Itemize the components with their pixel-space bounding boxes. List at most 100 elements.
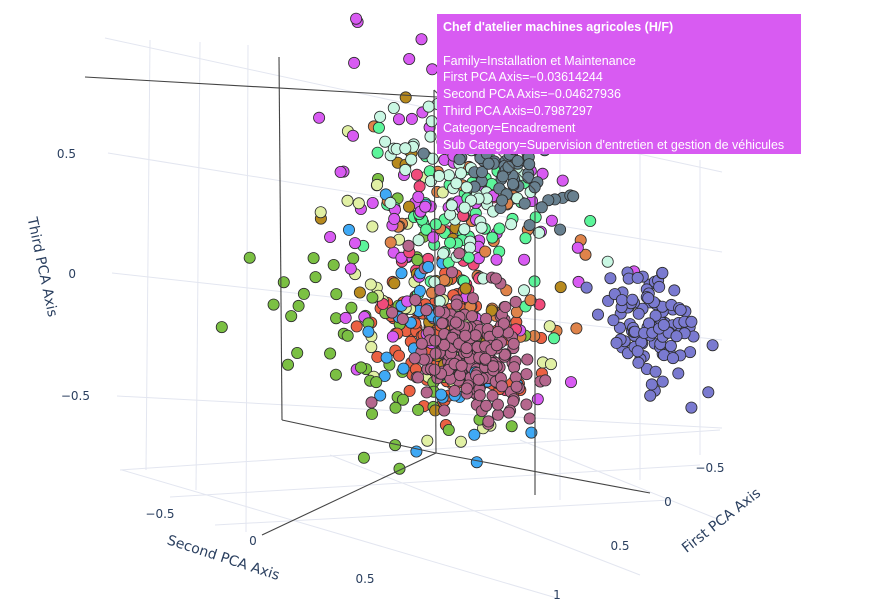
scatter-point-cluster-magenta[interactable] — [490, 253, 503, 266]
scatter-point-cluster-mauve[interactable] — [491, 408, 504, 421]
scatter-point-cluster-slate[interactable] — [502, 160, 515, 173]
scatter-point-cluster-pink[interactable] — [413, 180, 426, 193]
scatter-point-cluster-yellow[interactable] — [543, 320, 556, 333]
scatter-point-cluster-indigo[interactable] — [644, 389, 657, 402]
scatter-point-cluster-mint[interactable] — [437, 247, 450, 260]
scatter-point-cluster-mauve[interactable] — [491, 325, 504, 338]
scatter-point-cluster-lime[interactable] — [307, 252, 320, 265]
scatter-point-cluster-mauve[interactable] — [490, 339, 503, 352]
scatter-point-cluster-mint[interactable] — [463, 241, 476, 254]
scatter-point-cluster-indigo[interactable] — [604, 272, 617, 285]
scatter-point-cluster-mauve[interactable] — [415, 337, 428, 350]
scatter-point-cluster-magenta[interactable] — [427, 231, 440, 244]
scatter-point-cluster-indigo[interactable] — [672, 367, 685, 380]
scatter-point-cluster-mint[interactable] — [450, 177, 463, 190]
scatter-point-cluster-lime[interactable] — [366, 291, 379, 304]
scatter-point-cluster-indigo[interactable] — [685, 315, 698, 328]
scatter-point-cluster-mauve[interactable] — [495, 380, 508, 393]
scatter-point-cluster-mauve[interactable] — [489, 272, 502, 285]
scatter-point-cluster-mint[interactable] — [518, 284, 531, 297]
scatter-point-cluster-mint[interactable] — [460, 181, 473, 194]
scatter-point-cluster-indigo[interactable] — [580, 281, 593, 294]
scatter-point-cluster-magenta[interactable] — [324, 230, 337, 243]
scatter-point-cluster-mauve[interactable] — [386, 306, 399, 319]
scatter-point-cluster-olive[interactable] — [388, 277, 401, 290]
scatter-point-cluster-slate[interactable] — [496, 170, 509, 183]
scatter-point-cluster-mauve[interactable] — [521, 353, 534, 366]
scatter-point-cluster-indigo[interactable] — [657, 318, 670, 331]
scatter-point-cluster-magenta[interactable] — [572, 275, 585, 288]
scatter-point-cluster-green[interactable] — [493, 222, 506, 235]
scatter-point-cluster-magenta[interactable] — [419, 200, 432, 213]
scatter-point-cluster-slate[interactable] — [511, 154, 524, 167]
scatter-point-cluster-mint[interactable] — [412, 234, 425, 247]
scatter-point-cluster-indigo[interactable] — [668, 284, 681, 297]
scatter-point-cluster-mauve[interactable] — [480, 399, 493, 412]
scatter-point-cluster-mint[interactable] — [475, 221, 488, 234]
scatter-point-cluster-mauve[interactable] — [520, 398, 533, 411]
scatter-point-cluster-mauve[interactable] — [499, 300, 512, 313]
scatter-point-cluster-mint[interactable] — [424, 130, 437, 143]
scatter-point-cluster-magenta[interactable] — [415, 33, 428, 46]
scatter-point-cluster-slate[interactable] — [535, 201, 548, 214]
scatter-point-cluster-mauve[interactable] — [508, 361, 521, 374]
scatter-point-cluster-magenta[interactable] — [386, 330, 399, 343]
scatter-point-cluster-lime[interactable] — [505, 420, 518, 433]
scatter-point-cluster-mauve[interactable] — [509, 295, 522, 308]
scatter-point-cluster-mauve[interactable] — [459, 329, 472, 342]
scatter-point-cluster-yellow[interactable] — [314, 206, 327, 219]
scatter-point-cluster-slate[interactable] — [506, 177, 519, 190]
scatter-point-cluster-mauve[interactable] — [498, 348, 511, 361]
scatter-point-cluster-mauve[interactable] — [465, 310, 478, 323]
scatter-point-cluster-yellow[interactable] — [352, 197, 365, 210]
scatter-point-cluster-indigo[interactable] — [649, 309, 662, 322]
scatter-point-cluster-lime[interactable] — [327, 258, 340, 271]
scatter-point-cluster-red[interactable] — [350, 320, 363, 333]
scatter-point-cluster-lime[interactable] — [277, 276, 290, 289]
scatter-point-cluster-indigo[interactable] — [592, 308, 605, 321]
scatter-point-cluster-mauve[interactable] — [460, 342, 473, 355]
scatter-point-cluster-mint[interactable] — [405, 153, 418, 166]
scatter-point-cluster-magenta[interactable] — [313, 111, 326, 124]
scatter-point-cluster-mauve[interactable] — [365, 396, 378, 409]
scatter-point-cluster-indigo[interactable] — [642, 292, 655, 305]
scatter-point-cluster-yellow[interactable] — [364, 278, 377, 291]
scatter-point-cluster-mauve[interactable] — [436, 317, 449, 330]
scatter-point-cluster-indigo[interactable] — [656, 375, 669, 388]
scatter-point-cluster-lime[interactable] — [345, 301, 358, 314]
scatter-point-cluster-mauve[interactable] — [420, 304, 433, 317]
scatter-point-cluster-magenta[interactable] — [405, 112, 418, 125]
scatter-point-cluster-magenta[interactable] — [366, 196, 379, 209]
scatter-point-cluster-mauve[interactable] — [479, 352, 492, 365]
scatter-point-cluster-magenta[interactable] — [339, 311, 352, 324]
scatter-point-cluster-sky[interactable] — [397, 362, 410, 375]
scatter-point-cluster-slate[interactable] — [523, 219, 536, 232]
scatter-point-cluster-green[interactable] — [420, 223, 433, 236]
scatter-point-cluster-green[interactable] — [371, 146, 384, 159]
scatter-point-cluster-sky[interactable] — [470, 456, 483, 469]
scatter-point-cluster-yellow[interactable] — [436, 186, 449, 199]
scatter-point-cluster-sky[interactable] — [468, 428, 481, 441]
scatter-point-cluster-lime[interactable] — [370, 376, 383, 389]
scatter-point-cluster-sky[interactable] — [378, 369, 391, 382]
scatter-point-cluster-red[interactable] — [403, 384, 416, 397]
scatter-point-cluster-slate[interactable] — [417, 147, 430, 160]
scatter-point-cluster-mint[interactable] — [399, 142, 412, 155]
scatter-point-cluster-mauve[interactable] — [469, 329, 482, 342]
scatter-point-cluster-mauve[interactable] — [473, 389, 486, 402]
scatter-point-cluster-yellow[interactable] — [421, 434, 434, 447]
scatter-point-cluster-yellow[interactable] — [366, 220, 379, 233]
scatter-point-cluster-mint[interactable] — [387, 102, 400, 115]
scatter-point-cluster-indigo[interactable] — [685, 401, 698, 414]
scatter-point-cluster-olive[interactable] — [353, 286, 366, 299]
scatter-point-cluster-mauve[interactable] — [486, 389, 499, 402]
scatter-point-cluster-mint[interactable] — [399, 163, 412, 176]
scatter-point-cluster-green[interactable] — [519, 232, 532, 245]
scatter-point-cluster-indigo[interactable] — [670, 330, 683, 343]
scatter-point-cluster-olive[interactable] — [554, 281, 567, 294]
scatter-point-cluster-green[interactable] — [529, 211, 542, 224]
scatter-point-cluster-lime[interactable] — [281, 358, 294, 371]
scatter-point-cluster-mauve[interactable] — [460, 382, 473, 395]
scatter-point-cluster-slate[interactable] — [482, 157, 495, 170]
scatter-point-cluster-mauve[interactable] — [491, 398, 504, 411]
